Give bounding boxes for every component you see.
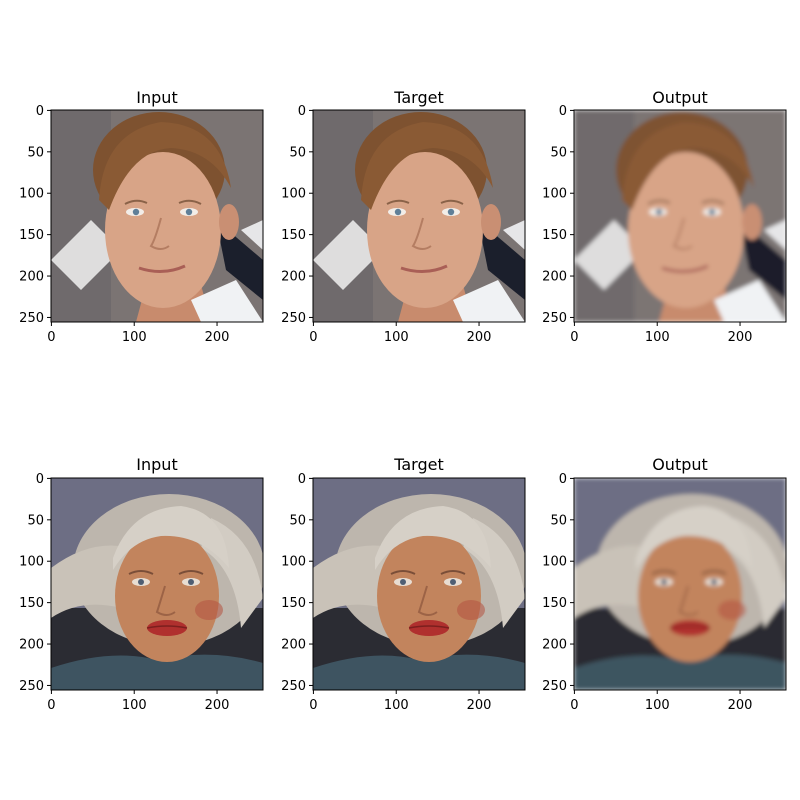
y-tick-label: 0 (36, 104, 44, 119)
y-tick-label: 150 (19, 596, 44, 611)
y-tick-label: 50 (550, 513, 567, 528)
panel-title: Output (652, 88, 708, 107)
x-tick-label: 0 (309, 330, 317, 345)
y-tick-label: 250 (281, 679, 306, 694)
face-2-target-image (313, 478, 525, 690)
y-tick-label: 0 (298, 104, 306, 119)
panel-title: Input (136, 88, 177, 107)
face-1-output-image (574, 110, 786, 322)
y-tick-label: 50 (27, 513, 44, 528)
panel-row2-target (312, 477, 526, 691)
panel-row2-output (573, 477, 787, 691)
y-tick-label: 150 (542, 228, 567, 243)
y-tick-label: 50 (550, 145, 567, 160)
y-tick-label: 150 (281, 596, 306, 611)
x-tick-label: 100 (122, 698, 147, 713)
face-1-input-image (51, 110, 263, 322)
y-tick-label: 200 (281, 270, 306, 285)
panel-title: Target (393, 455, 444, 474)
panel-row2-input (50, 477, 264, 691)
y-tick-label: 150 (542, 596, 567, 611)
x-tick-label: 0 (47, 330, 55, 345)
panel-title: Input (136, 455, 177, 474)
x-tick-label: 0 (47, 698, 55, 713)
y-tick-label: 100 (281, 187, 306, 202)
y-tick-label: 200 (19, 638, 44, 653)
x-tick-label: 100 (645, 698, 670, 713)
y-tick-label: 200 (542, 270, 567, 285)
x-tick-label: 0 (309, 698, 317, 713)
y-tick-label: 250 (19, 679, 44, 694)
y-tick-label: 100 (281, 555, 306, 570)
y-tick-label: 0 (36, 472, 44, 487)
x-tick-label: 100 (645, 330, 670, 345)
face-2-input-image (51, 478, 263, 690)
y-tick-label: 250 (281, 311, 306, 326)
x-tick-label: 100 (384, 330, 409, 345)
y-tick-label: 50 (289, 145, 306, 160)
x-tick-label: 200 (467, 330, 492, 345)
y-tick-label: 250 (19, 311, 44, 326)
y-tick-label: 0 (298, 472, 306, 487)
x-tick-label: 200 (205, 698, 230, 713)
x-tick-label: 0 (570, 330, 578, 345)
y-tick-label: 0 (559, 472, 567, 487)
x-tick-label: 200 (467, 698, 492, 713)
x-tick-label: 200 (728, 698, 753, 713)
x-tick-label: 100 (384, 698, 409, 713)
y-tick-label: 200 (19, 270, 44, 285)
y-tick-label: 100 (542, 555, 567, 570)
y-tick-label: 200 (542, 638, 567, 653)
y-tick-label: 50 (289, 513, 306, 528)
panel-title: Output (652, 455, 708, 474)
x-tick-label: 100 (122, 330, 147, 345)
y-tick-label: 250 (542, 311, 567, 326)
y-tick-label: 100 (19, 555, 44, 570)
panel-row1-target (312, 109, 526, 323)
panel-row1-output (573, 109, 787, 323)
face-2-output-image (574, 478, 786, 690)
panel-row1-input (50, 109, 264, 323)
y-tick-label: 100 (19, 187, 44, 202)
y-tick-label: 0 (559, 104, 567, 119)
face-1-target-image (313, 110, 525, 322)
panel-title: Target (393, 88, 444, 107)
y-tick-label: 200 (281, 638, 306, 653)
x-tick-label: 200 (728, 330, 753, 345)
y-tick-label: 150 (19, 228, 44, 243)
y-tick-label: 100 (542, 187, 567, 202)
x-tick-label: 200 (205, 330, 230, 345)
y-tick-label: 50 (27, 145, 44, 160)
y-tick-label: 150 (281, 228, 306, 243)
y-tick-label: 250 (542, 679, 567, 694)
x-tick-label: 0 (570, 698, 578, 713)
